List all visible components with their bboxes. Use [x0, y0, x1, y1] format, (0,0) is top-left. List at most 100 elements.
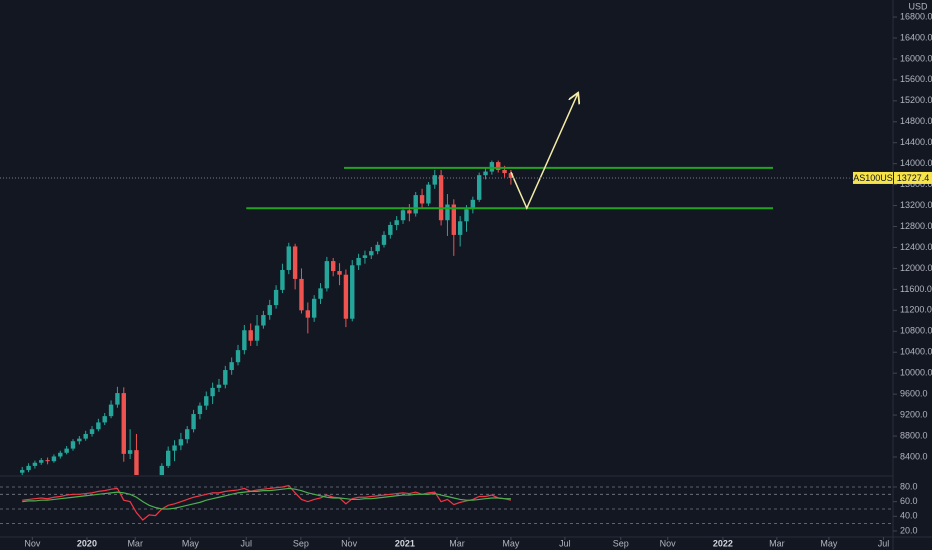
candle-body — [508, 173, 514, 178]
candle-body — [502, 169, 507, 174]
candle-body — [331, 261, 336, 272]
indicator-line — [22, 487, 511, 510]
y-tick-label: 14400.0 — [900, 137, 932, 147]
candle-body — [216, 384, 222, 388]
candle-body — [102, 416, 107, 423]
candle-body — [381, 234, 387, 245]
y-tick-label: 80.0 — [900, 481, 918, 491]
candle-body — [280, 269, 285, 290]
y-tick-label: 15200.0 — [900, 95, 932, 105]
candle-body — [445, 204, 450, 221]
x-tick-label: Nov — [660, 538, 677, 548]
y-tick-label: 16800.0 — [900, 11, 932, 21]
candle-body — [108, 404, 114, 417]
candle-body — [394, 220, 399, 225]
indicator-pane — [0, 484, 893, 525]
candle-body — [178, 439, 184, 446]
candle-body — [489, 162, 495, 172]
candle-body — [172, 445, 177, 451]
y-tick-label: 10800.0 — [900, 326, 932, 336]
candle-body — [191, 414, 196, 430]
x-tick-label: 2021 — [395, 538, 415, 548]
symbol-label: NAS100USD — [847, 173, 900, 183]
y-tick-label: 12400.0 — [900, 242, 932, 252]
y-tick-label: 14000.0 — [900, 158, 932, 168]
x-tick-label: May — [502, 538, 520, 548]
y-tick-label: 13200.0 — [900, 200, 932, 210]
x-tick-label: Sep — [293, 538, 309, 548]
candle-body — [369, 251, 374, 256]
candle-body — [242, 330, 247, 351]
candle-body — [337, 271, 342, 275]
x-tick-label: 2020 — [77, 538, 97, 548]
x-tick-label: Jul — [240, 538, 252, 548]
candle-body — [438, 175, 444, 221]
candle-body — [388, 224, 393, 235]
y-tick-label: 11600.0 — [900, 284, 932, 294]
candle-body — [451, 204, 456, 235]
candle-body — [324, 261, 330, 289]
y-tick-label: 12800.0 — [900, 221, 932, 231]
x-tick-label: Sep — [613, 538, 629, 548]
candle-body — [235, 350, 241, 363]
candle-body — [77, 438, 82, 442]
candle-body — [39, 460, 44, 463]
candle-body — [58, 452, 63, 457]
candle-body — [457, 221, 463, 235]
y-tick-label: 10000.0 — [900, 368, 932, 378]
candle-body — [165, 450, 171, 466]
candle-body — [311, 298, 317, 318]
candle-body — [51, 456, 57, 462]
candle-body — [159, 465, 165, 475]
y-tick-label: 8400.0 — [900, 451, 928, 461]
candle-body — [305, 310, 311, 318]
candle-body — [89, 429, 95, 434]
candle-body — [223, 370, 228, 385]
candle-body — [32, 462, 38, 466]
candle-body — [464, 209, 469, 222]
y-tick-label: 12000.0 — [900, 263, 932, 273]
candle-body — [426, 184, 431, 204]
y-tick-label: 9600.0 — [900, 389, 928, 399]
candle-body — [419, 195, 425, 204]
candle-body — [83, 433, 88, 439]
candle-body — [20, 470, 25, 473]
candle-body — [476, 175, 482, 200]
y-tick-label: 11200.0 — [900, 305, 932, 315]
indicator-line — [22, 484, 512, 521]
x-tick-label: Jul — [559, 538, 571, 548]
candle-body — [350, 265, 355, 319]
price-pane — [20, 94, 774, 475]
y-tick-label: 60.0 — [900, 496, 918, 506]
candle-body — [267, 305, 272, 316]
candle-body — [185, 429, 190, 440]
candle-body — [432, 175, 437, 185]
y-tick-label: 8800.0 — [900, 430, 928, 440]
candle-body — [197, 405, 203, 415]
candle-body — [254, 325, 260, 341]
last-price-label: 13727.4 — [897, 173, 930, 183]
y-tick-label: 13600.0 — [900, 179, 932, 189]
candle-body — [121, 393, 126, 454]
y-tick-label: 16000.0 — [900, 53, 932, 63]
x-tick-label: Nov — [24, 538, 41, 548]
x-tick-label: Mar — [449, 538, 465, 548]
y-tick-label: 15600.0 — [900, 74, 932, 84]
y-tick-label: 16400.0 — [900, 32, 932, 42]
candle-body — [248, 330, 253, 341]
candle-body — [96, 422, 101, 430]
candle-body — [343, 274, 349, 319]
x-tick-label: Mar — [769, 538, 785, 548]
x-tick-label: 2022 — [713, 538, 733, 548]
y-tick-label: 20.0 — [900, 525, 918, 535]
candle-body — [362, 255, 368, 258]
candle-body — [204, 396, 209, 406]
candle-body — [356, 257, 361, 266]
candle-body — [299, 278, 304, 311]
x-tick-label: May — [182, 538, 200, 548]
candle-body — [134, 450, 139, 475]
candle-body — [483, 171, 488, 176]
x-tick-label: Mar — [127, 538, 143, 548]
